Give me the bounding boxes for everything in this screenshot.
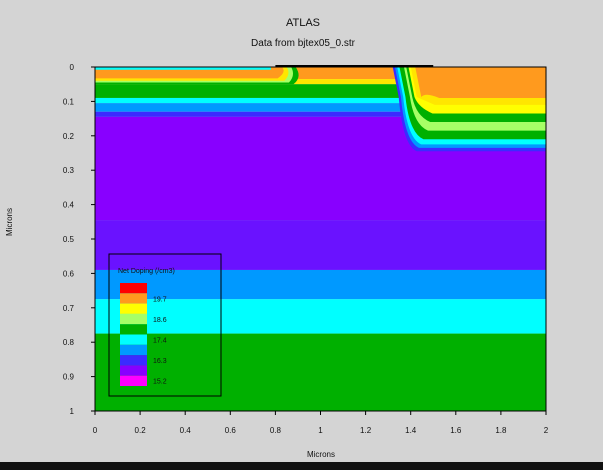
legend-frame [108,253,222,397]
y-tick-label: 0.5 [63,235,75,244]
y-axis-label: Microns [5,208,14,236]
emitter-region-3 [95,67,284,79]
x-axis-label: Microns [307,450,335,459]
legend-label: 16.3 [153,358,167,365]
doping-layer-1 [95,79,546,85]
legend-swatch [120,375,147,386]
y-tick-label: 0.6 [63,269,75,278]
y-tick-label: 0 [70,63,75,72]
doping-layer-4 [95,103,546,112]
emitter-surface [95,67,271,70]
doping-layer-3 [95,97,546,104]
legend-swatch [120,293,147,304]
legend-swatch [120,303,147,314]
x-tick-label: 1.6 [450,426,462,435]
y-tick-label: 0.8 [63,338,75,347]
y-tick-label: 0.2 [63,132,75,141]
legend-label: 18.6 [153,317,167,324]
x-tick-label: 0 [93,426,98,435]
legend-items: 19.7 18.6 17.4 16.3 15.2 [120,283,167,386]
x-tick-label: 1.2 [360,426,372,435]
legend-swatch [120,365,147,376]
legend-swatch [120,324,147,335]
legend-swatch [120,313,147,325]
x-tick-label: 2 [544,426,549,435]
doping-layer-10 [95,333,546,411]
doping-layer-8 [95,269,546,300]
chart-subtitle: Data from bjtex05_0.str [251,38,356,49]
y-tick-label: 0.1 [63,97,75,106]
x-tick-label: 0.4 [180,426,192,435]
y-tick-label: 0.3 [63,166,75,175]
legend-swatch [120,283,147,294]
x-axis-ticks: 0 0.2 0.4 0.6 0.8 1 1.2 1.4 1.6 1.8 2 [93,411,549,435]
doping-layer-5 [95,111,546,117]
chart-title: ATLAS [286,17,320,29]
x-tick-label: 0.6 [225,426,237,435]
x-tick-label: 0.2 [135,426,147,435]
legend: Net Doping (/cm3) 19.7 18.6 17.4 16.3 15.2 [108,253,222,397]
legend-title: Net Doping (/cm3) [118,268,175,275]
bottom-bar [0,462,603,470]
legend-swatch [120,344,147,356]
x-tick-label: 1 [318,426,323,435]
legend-label: 15.2 [153,379,167,386]
legend-swatch [120,334,147,345]
legend-label: 17.4 [153,338,167,345]
legend-label: 19.7 [153,296,167,303]
x-tick-label: 0.8 [270,426,282,435]
plot-area [94,65,547,412]
y-tick-label: 0.4 [63,201,75,210]
y-tick-label: 0.7 [63,304,75,313]
doping-layer-9 [95,299,546,334]
doping-layer-7 [95,220,546,270]
y-axis-ticks: 0 0.1 0.2 0.3 0.4 0.5 0.6 0.7 0.8 0.9 1 [63,63,95,416]
legend-swatch [120,355,147,366]
y-tick-label: 1 [70,407,75,416]
x-tick-label: 1.8 [495,426,507,435]
x-tick-label: 1.4 [405,426,417,435]
implant-band-8 [415,67,546,98]
y-tick-label: 0.9 [63,373,75,382]
